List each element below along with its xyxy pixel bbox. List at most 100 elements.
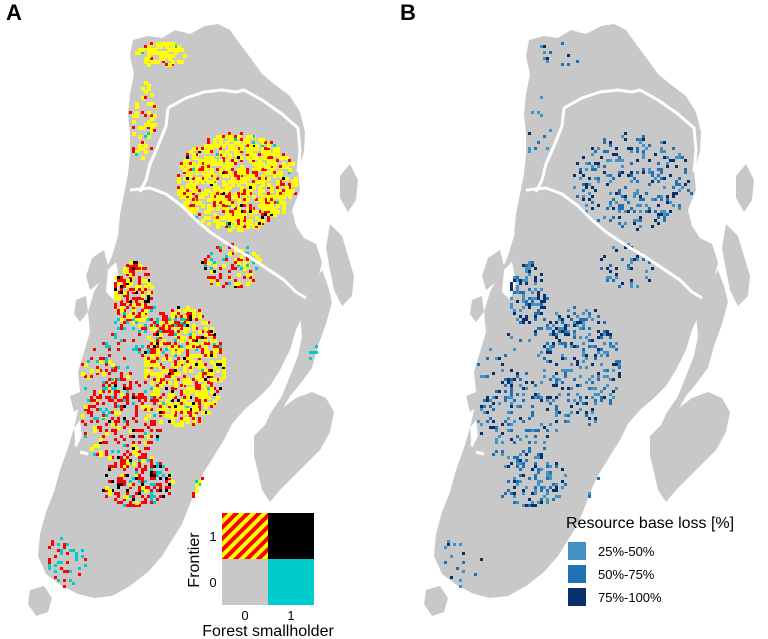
pixel-r	[138, 486, 141, 489]
pixel-y	[150, 60, 154, 64]
pixel-y	[165, 408, 169, 412]
pixel-r	[114, 432, 117, 435]
pixel-loss	[657, 180, 660, 183]
pixel-c	[180, 321, 183, 324]
pixel-y	[147, 87, 151, 91]
pixel-r	[177, 324, 180, 327]
pixel-r	[180, 363, 183, 366]
pixel-loss	[534, 486, 537, 489]
legend-b-swatch-0	[568, 542, 586, 560]
pixel-c	[273, 144, 276, 147]
pixel-loss	[594, 354, 597, 357]
pixel-loss	[564, 333, 567, 336]
pixel-y	[144, 144, 148, 148]
pixel-loss	[675, 180, 678, 183]
pixel-y	[222, 207, 226, 211]
pixel-r	[126, 504, 129, 507]
pixel-loss	[642, 198, 645, 201]
pixel-c	[204, 264, 207, 267]
pixel-loss	[621, 282, 624, 285]
pixel-y	[111, 423, 115, 427]
pixel-r	[207, 138, 210, 141]
pixel-c	[153, 495, 156, 498]
pixel-r	[177, 312, 180, 315]
pixel-c	[72, 549, 75, 552]
pixel-k	[189, 408, 192, 411]
pixel-loss	[621, 225, 624, 228]
pixel-r	[162, 315, 165, 318]
pixel-r	[189, 411, 192, 414]
pixel-r	[123, 426, 126, 429]
pixel-r	[135, 429, 138, 432]
pixel-loss	[561, 63, 564, 66]
pixel-r	[225, 171, 228, 174]
pixel-k	[138, 492, 141, 495]
pixel-loss	[603, 138, 606, 141]
pixel-loss	[615, 348, 618, 351]
pixel-loss	[555, 414, 558, 417]
pixel-y	[210, 156, 214, 160]
pixel-loss	[507, 417, 510, 420]
pixel-loss	[576, 402, 579, 405]
pixel-y	[273, 153, 277, 157]
pixel-y	[207, 171, 211, 175]
pixel-y	[246, 273, 250, 277]
pixel-r	[201, 477, 204, 480]
pixel-r	[162, 378, 165, 381]
pixel-c	[189, 333, 192, 336]
pixel-r	[168, 375, 171, 378]
pixel-loss	[540, 351, 543, 354]
pixel-loss	[597, 315, 600, 318]
land-shape	[262, 270, 332, 432]
pixel-r	[144, 486, 147, 489]
pixel-r	[210, 276, 213, 279]
pixel-y	[246, 192, 250, 196]
pixel-y	[231, 174, 235, 178]
pixel-y	[195, 483, 199, 487]
pixel-loss	[597, 219, 600, 222]
pixel-y	[246, 225, 250, 229]
pixel-y	[201, 411, 205, 415]
pixel-y	[195, 393, 199, 397]
pixel-loss	[567, 393, 570, 396]
pixel-c	[108, 345, 111, 348]
pixel-loss	[513, 486, 516, 489]
pixel-y	[243, 267, 247, 271]
pixel-r	[153, 333, 156, 336]
pixel-loss	[606, 279, 609, 282]
pixel-r	[132, 483, 135, 486]
pixel-r	[153, 105, 156, 108]
pixel-loss	[636, 204, 639, 207]
pixel-y	[240, 177, 244, 181]
pixel-r	[51, 543, 54, 546]
pixel-y	[255, 144, 259, 148]
pixel-r	[129, 387, 132, 390]
pixel-r	[96, 453, 99, 456]
pixel-y	[168, 345, 172, 349]
pixel-r	[120, 300, 123, 303]
pixel-y	[225, 165, 229, 169]
pixel-y	[255, 168, 259, 172]
pixel-loss	[609, 204, 612, 207]
pixel-loss	[621, 195, 624, 198]
pixel-y	[228, 144, 232, 148]
pixel-loss	[552, 489, 555, 492]
pixel-y	[237, 153, 241, 157]
pixel-y	[240, 144, 244, 148]
pixel-loss	[552, 324, 555, 327]
pixel-r	[87, 411, 90, 414]
pixel-r	[225, 195, 228, 198]
pixel-loss	[579, 336, 582, 339]
land-shape	[70, 392, 82, 412]
pixel-y	[144, 279, 148, 283]
pixel-loss	[507, 489, 510, 492]
pixel-loss	[633, 177, 636, 180]
pixel-r	[132, 126, 135, 129]
pixel-y	[189, 174, 193, 178]
pixel-y	[234, 213, 238, 217]
pixel-y	[240, 180, 244, 184]
pixel-loss	[573, 186, 576, 189]
pixel-loss	[540, 312, 543, 315]
pixel-r	[180, 417, 183, 420]
pixel-loss	[543, 294, 546, 297]
